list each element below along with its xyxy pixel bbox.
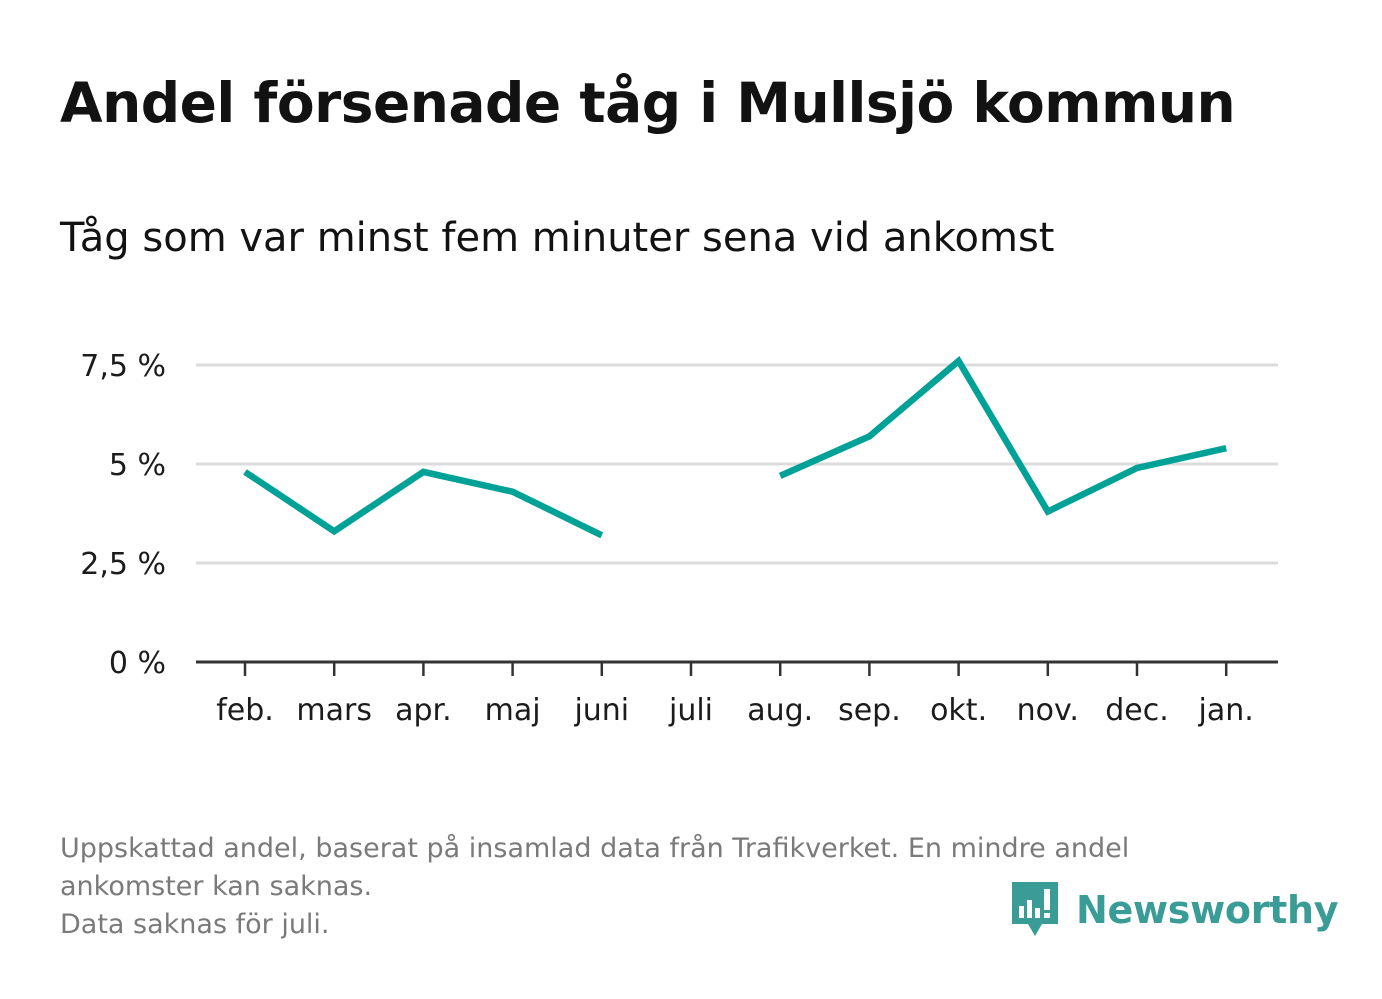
x-axis-labels: feb. mars apr. maj juni juli aug. sep. okt. nov. d… bbox=[216, 693, 1254, 728]
series-line-segment bbox=[778, 356, 1227, 516]
chart-subtitle: Tåg som var minst fem minuter sena vid a… bbox=[60, 215, 1055, 261]
brand-logo: Newsworthy bbox=[1010, 880, 1339, 940]
y-tick-label: 0 % bbox=[109, 646, 166, 681]
chart-title: Andel försenade tåg i Mullsjö kommun bbox=[60, 71, 1236, 135]
series-lines bbox=[243, 356, 1227, 539]
x-tick-label: nov. bbox=[1017, 693, 1079, 728]
footer-note: Uppskattad andel, baserat på insamlad da… bbox=[60, 830, 1320, 944]
x-tick-label: jan. bbox=[1198, 693, 1254, 728]
y-axis-labels: 0 % 2,5 % 5 % 7,5 % bbox=[80, 349, 166, 681]
x-tick-label: aug. bbox=[747, 693, 813, 728]
x-tick-label: dec. bbox=[1105, 693, 1169, 728]
x-tick-label: sep. bbox=[838, 693, 901, 728]
brand-name: Newsworthy bbox=[1076, 888, 1339, 932]
y-tick-label: 2,5 % bbox=[80, 547, 166, 582]
footer-note-line-3: Data saknas för juli. bbox=[60, 909, 330, 940]
x-tick-label: feb. bbox=[216, 693, 274, 728]
y-tick-label: 7,5 % bbox=[80, 349, 166, 384]
x-tick-label: juli bbox=[668, 693, 713, 728]
series-line-segment bbox=[243, 468, 604, 539]
x-tick-label: maj bbox=[485, 693, 541, 728]
x-tick-label: okt. bbox=[930, 693, 987, 728]
newsworthy-logo-icon bbox=[1012, 882, 1058, 936]
x-tick-label: apr. bbox=[395, 693, 452, 728]
gridlines bbox=[196, 363, 1278, 565]
footer-note-line-1: Uppskattad andel, baserat på insamlad da… bbox=[60, 833, 1130, 864]
x-tick-label: mars bbox=[296, 693, 372, 728]
x-axis bbox=[196, 660, 1278, 676]
x-tick-label: juni bbox=[573, 693, 629, 728]
y-tick-label: 5 % bbox=[109, 448, 166, 483]
footer-note-line-2: ankomster kan saknas. bbox=[60, 871, 373, 902]
